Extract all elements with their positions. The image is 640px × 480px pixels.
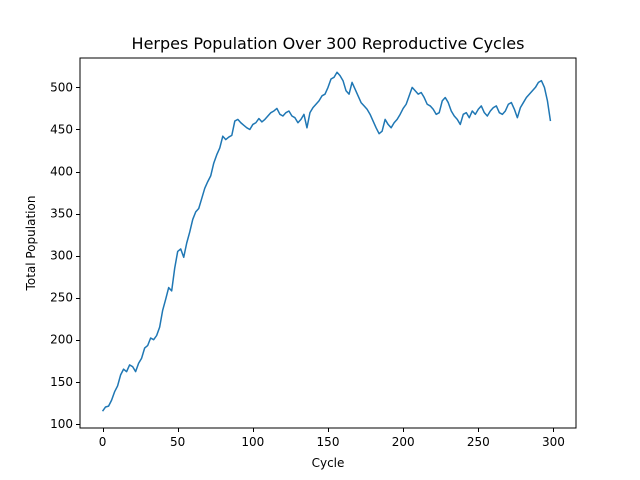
y-tick-label: 100 [50,417,73,431]
chart-title: Herpes Population Over 300 Reproductive … [132,34,525,53]
x-tick-label: 100 [241,435,264,449]
y-tick-label: 300 [50,249,73,263]
y-tick-label: 150 [50,375,73,389]
y-tick-label: 500 [50,80,73,94]
y-axis-label: Total Population [24,196,38,292]
y-tick-label: 250 [50,291,73,305]
x-tick-label: 250 [467,435,490,449]
x-tick-label: 50 [170,435,185,449]
x-tick-label: 0 [99,435,107,449]
series-line-total-population [101,71,552,412]
y-axis: 100 150 200 250 300 350 400 450 500 [50,80,80,431]
x-axis: 0 50 100 150 200 250 300 [99,428,565,449]
y-tick-label: 200 [50,333,73,347]
x-tick-label: 200 [392,435,415,449]
plot-area [79,57,577,429]
y-tick-label: 450 [50,122,73,136]
y-tick-label: 400 [50,165,73,179]
x-tick-label: 150 [317,435,340,449]
x-axis-label: Cycle [312,456,345,470]
y-tick-label: 350 [50,207,73,221]
x-tick-label: 300 [542,435,565,449]
